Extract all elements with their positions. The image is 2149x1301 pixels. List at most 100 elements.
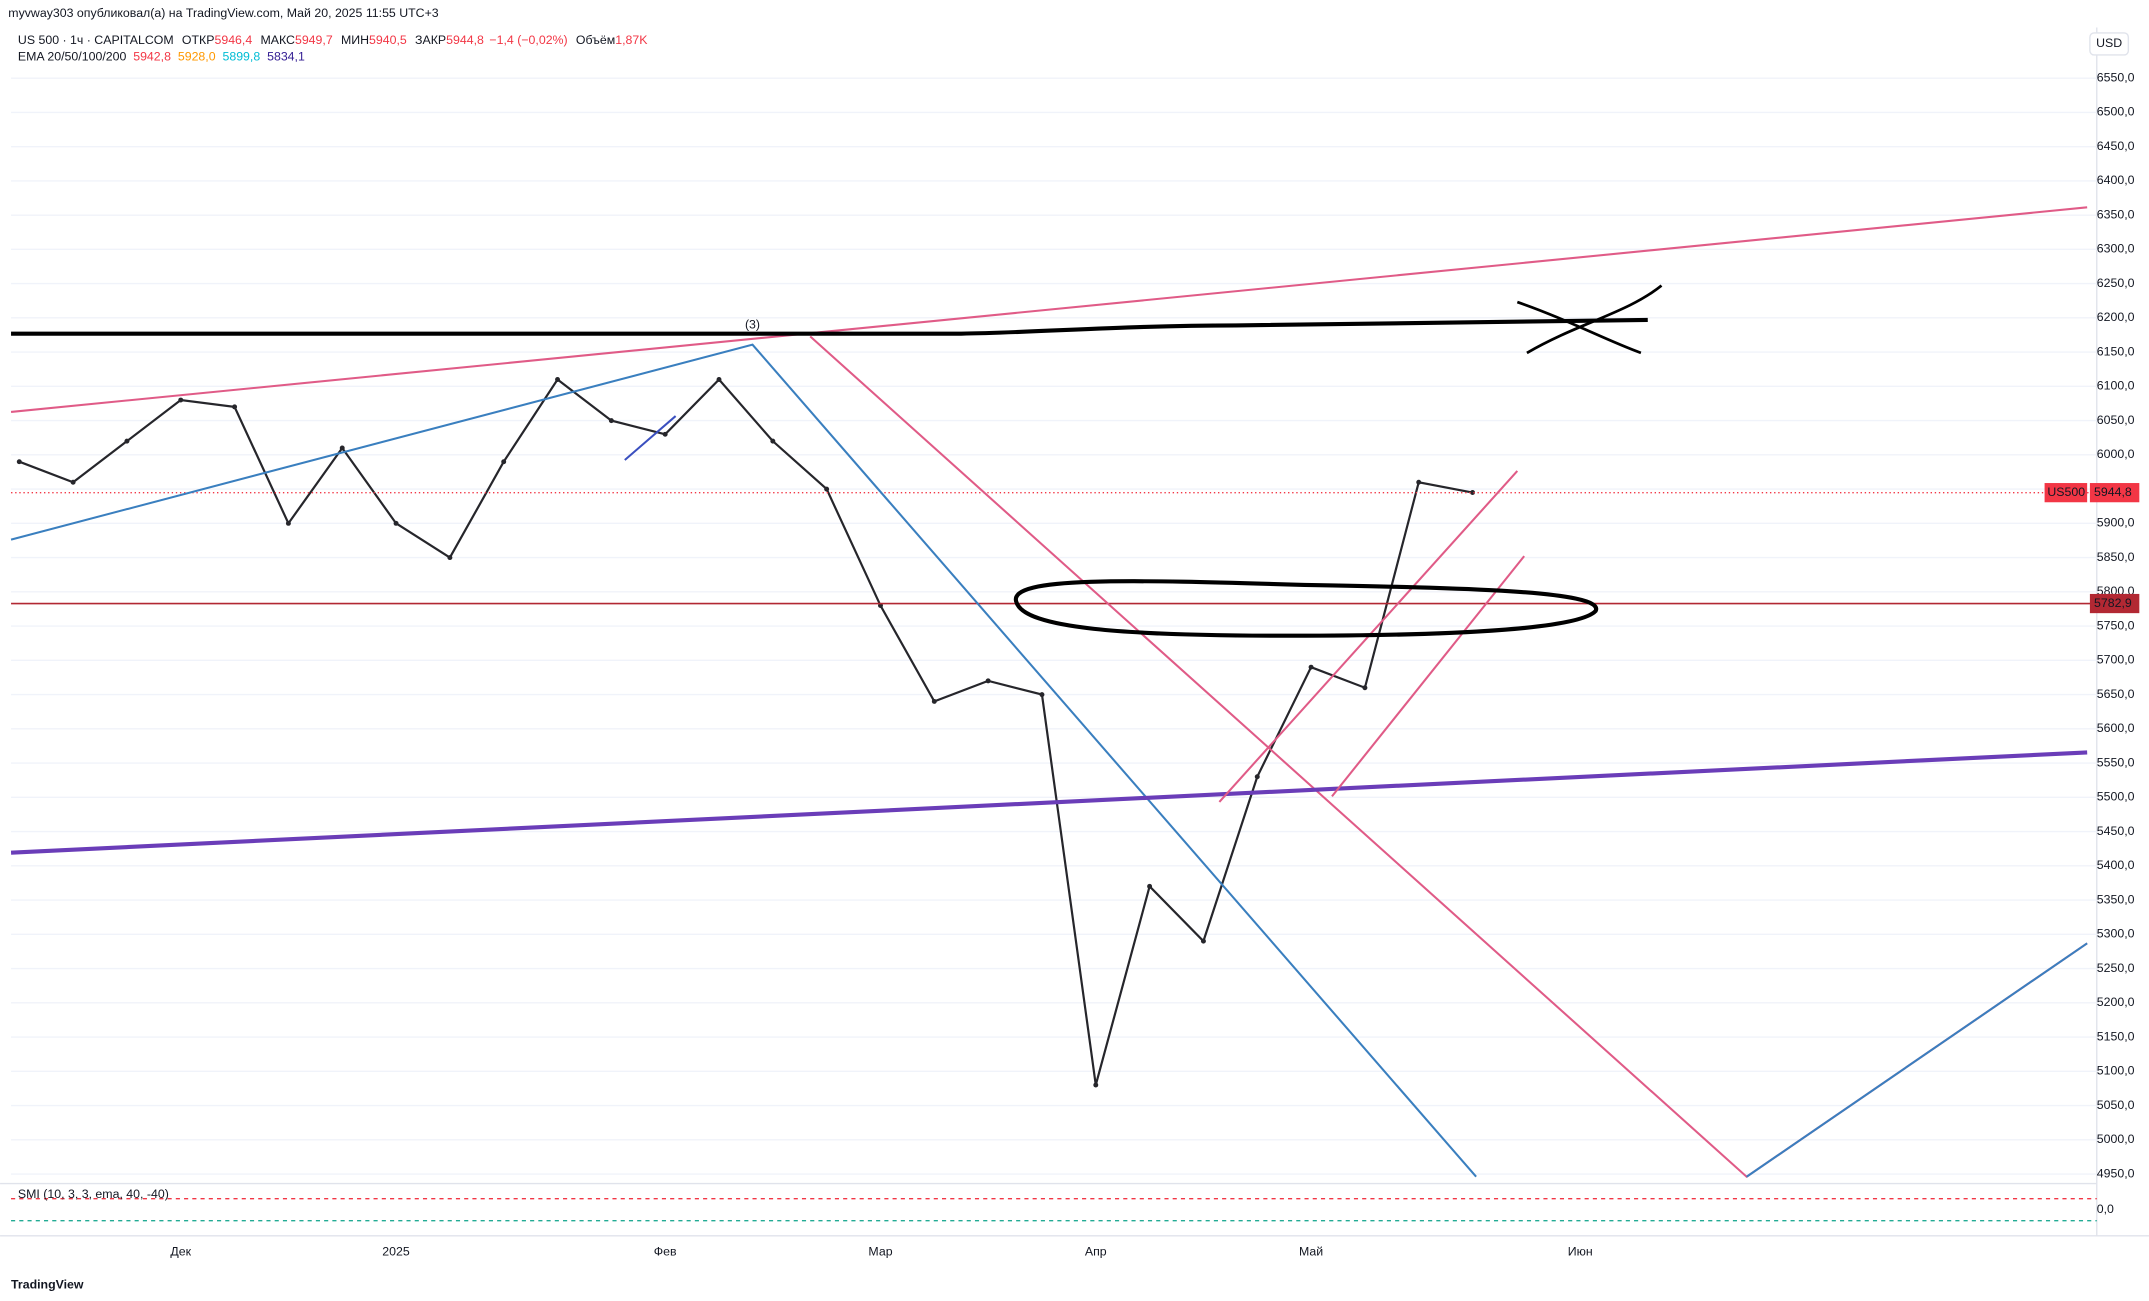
- x-tick-label: Мар: [868, 1245, 892, 1259]
- ema-value: 5928,0: [178, 50, 216, 64]
- y-tick-label: 4950,0: [2097, 1166, 2135, 1180]
- currency-box[interactable]: [2089, 32, 2130, 56]
- y-tick-label: 6500,0: [2097, 105, 2135, 119]
- close: 5944,8: [446, 33, 484, 47]
- price-point: [16, 459, 22, 465]
- cross-drawing: [1516, 284, 1663, 355]
- y-tick-label: 6150,0: [2097, 344, 2135, 358]
- price-name: US500: [2047, 485, 2085, 499]
- drawings: [10, 206, 2088, 1179]
- x-tick-label: Фев: [654, 1245, 677, 1259]
- ema-value: 5899,8: [222, 50, 260, 64]
- y-tick-label: 5050,0: [2097, 1098, 2135, 1112]
- price-point: [662, 431, 668, 437]
- y-tick-label: 5350,0: [2097, 892, 2135, 906]
- indicator-tick: 0,0: [2097, 1202, 2114, 1216]
- price-point: [931, 698, 937, 704]
- price-point: [178, 397, 184, 403]
- indicator-label: SMI (10, 3, 3, ema, 40, -40): [18, 1187, 169, 1201]
- y-tick-label: 6200,0: [2097, 310, 2135, 324]
- price-box: [2089, 483, 2140, 503]
- price-point: [985, 678, 991, 684]
- price-point: [447, 555, 453, 561]
- trend-line: [10, 206, 2088, 413]
- price-point: [555, 377, 561, 382]
- symbol: US 500 · 1ч · CAPITALCOM: [18, 33, 174, 47]
- y-tick-label: 5500,0: [2097, 790, 2135, 804]
- x-tick-label: Апр: [1085, 1245, 1107, 1259]
- change: −1,4 (−0,02%): [489, 33, 567, 47]
- price-point: [716, 377, 722, 382]
- y-tick-label: 5300,0: [2097, 927, 2135, 941]
- y-tick-label: 5200,0: [2097, 995, 2135, 1009]
- y-tick-label: 5250,0: [2097, 961, 2135, 975]
- low-label: МИН: [341, 33, 369, 47]
- open-label: ОТКР: [182, 33, 215, 47]
- y-tick-label: 6400,0: [2097, 173, 2135, 187]
- price-line: [18, 377, 1473, 1086]
- trend-line: [11, 317, 1648, 336]
- volume-label: Объём: [576, 33, 615, 47]
- y-tick-label: 5150,0: [2097, 1029, 2135, 1043]
- y-tick-label: 5900,0: [2097, 516, 2135, 530]
- ellipse-drawing: [1014, 579, 1599, 638]
- y-tick-label: 5400,0: [2097, 858, 2135, 872]
- y-tick-label: 5550,0: [2097, 755, 2135, 769]
- x-tick-label: Май: [1299, 1245, 1323, 1259]
- y-tick-label: 5600,0: [2097, 721, 2135, 735]
- y-tick-label: 5750,0: [2097, 618, 2135, 632]
- publisher: myvway303 опубликовал(а) на TradingView.…: [8, 6, 439, 20]
- price-point: [501, 459, 507, 465]
- y-tick-label: 5100,0: [2097, 1064, 2135, 1078]
- legend-line: US 500 · 1ч · CAPITALCOM ОТКР5946,4 МАКС59…: [18, 33, 648, 47]
- price-point: [339, 445, 345, 451]
- ema-value: 5942,8: [133, 50, 171, 64]
- y-tick-label: 6100,0: [2097, 379, 2135, 393]
- y-tick-label: 6550,0: [2097, 70, 2135, 84]
- price-point: [393, 520, 399, 526]
- y-tick-label: 5650,0: [2097, 687, 2135, 701]
- price-label: 5944,8: [2094, 485, 2132, 499]
- price-point: [1362, 685, 1368, 691]
- price-point: [1470, 490, 1476, 495]
- price-point: [608, 418, 614, 424]
- currency: USD: [2096, 36, 2122, 50]
- low: 5940,5: [369, 33, 407, 47]
- ema-label: EMA 20/50/100/200: [18, 50, 127, 64]
- level-box: [2089, 593, 2140, 614]
- price-point: [824, 486, 830, 492]
- price-point: [70, 479, 76, 485]
- trend-line: [624, 415, 677, 461]
- y-tick-label: 5450,0: [2097, 824, 2135, 838]
- x-tick-label: Дек: [170, 1245, 191, 1259]
- price-point: [1254, 774, 1260, 780]
- close-label: ЗАКР: [415, 33, 446, 47]
- open: 5946,4: [214, 33, 252, 47]
- price-point: [1093, 1082, 1099, 1088]
- y-tick-label: 5850,0: [2097, 550, 2135, 564]
- price-point: [1147, 883, 1153, 889]
- price-point: [1308, 664, 1314, 670]
- trend-line: [10, 343, 1477, 1178]
- price-point: [1200, 938, 1206, 944]
- ema-value: 5834,1: [267, 50, 305, 64]
- price-name-box: [2044, 483, 2088, 503]
- y-tick-label: 6450,0: [2097, 139, 2135, 153]
- y-tick-label: 5700,0: [2097, 653, 2135, 667]
- price-point: [1416, 479, 1422, 485]
- y-tick-label: 6250,0: [2097, 276, 2135, 290]
- y-tick-label: 6050,0: [2097, 413, 2135, 427]
- y-tick-label: 6000,0: [2097, 447, 2135, 461]
- ema-line: EMA 20/50/100/200 5942,8 5928,0 5899,8 5834,…: [18, 50, 305, 64]
- price-point: [124, 438, 130, 444]
- channel-line: [1331, 555, 1525, 798]
- price-point: [232, 404, 238, 410]
- trend-line: [1746, 942, 2088, 1178]
- price-point: [285, 520, 291, 526]
- high: 5949,7: [295, 33, 333, 47]
- wave-label: (3): [745, 318, 760, 332]
- price-point: [770, 438, 776, 444]
